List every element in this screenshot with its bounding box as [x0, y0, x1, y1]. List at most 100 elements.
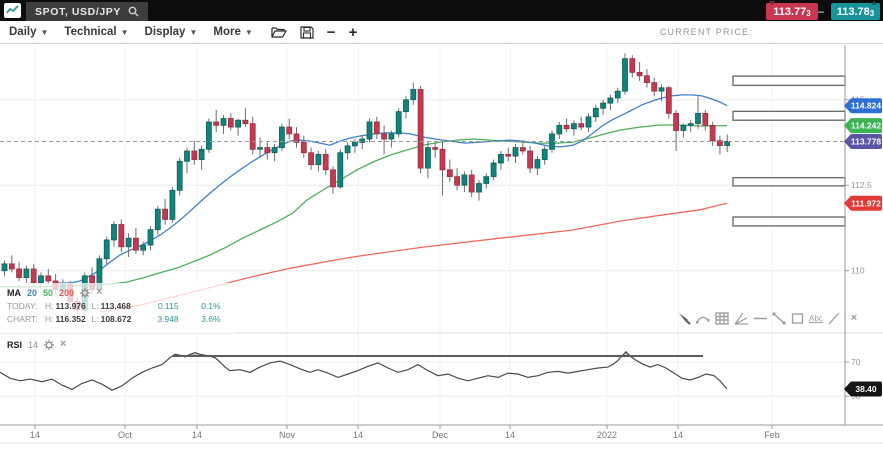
candlestick: [476, 183, 482, 193]
candlestick: [636, 71, 643, 77]
candlestick: [191, 150, 198, 160]
close-drawing-toolbar-icon[interactable]: ×: [850, 311, 858, 324]
fibonacci-fan-tool[interactable]: [734, 310, 749, 326]
candlestick: [30, 268, 37, 284]
horizontal-line-tool[interactable]: [754, 310, 767, 326]
today-change-pct: 0.1%: [201, 300, 221, 311]
price-tag: 38.40: [844, 381, 882, 397]
candlestick: [600, 102, 606, 109]
candlestick: [205, 121, 212, 150]
chevron-down-icon: ▼: [189, 27, 198, 37]
price-tag: 111.972: [844, 195, 882, 211]
diagonal-line-tool[interactable]: [828, 310, 840, 326]
menu-more[interactable]: More ▼: [213, 26, 253, 38]
open-folder-icon[interactable]: [271, 26, 287, 39]
ma-period-200: 200: [59, 287, 75, 298]
candlestick: [373, 121, 380, 135]
rsi-period: 14: [28, 339, 39, 350]
chart-app-icon: [4, 3, 21, 18]
svg-text:111.972: 111.972: [851, 198, 881, 208]
candlestick: [446, 169, 453, 178]
candlestick: [184, 150, 190, 162]
candlestick: [242, 119, 249, 125]
candlestick: [644, 75, 650, 84]
ask-price-badge[interactable]: 113.78 3: [831, 1, 880, 20]
trendline-tool[interactable]: [772, 310, 786, 326]
candlestick: [483, 176, 490, 184]
candlestick: [264, 147, 271, 154]
drawn-zone-rectangle[interactable]: [732, 75, 846, 87]
rsi-settings-gear-icon[interactable]: [44, 339, 55, 350]
ma-close-icon[interactable]: ×: [96, 286, 103, 298]
candlestick: [629, 58, 636, 73]
zoom-in-button[interactable]: +: [348, 23, 358, 41]
pointer-tool[interactable]: [678, 310, 691, 326]
bid-price-badge[interactable]: 113.77 3: [766, 1, 818, 20]
candlestick: [271, 147, 278, 154]
menu-daily[interactable]: Daily ▼: [9, 26, 49, 38]
candlestick: [293, 133, 300, 143]
candlestick: [8, 263, 15, 270]
candlestick: [497, 154, 504, 164]
rsi-overbought-fill: [622, 351, 630, 356]
candlestick: [257, 147, 263, 150]
candlestick: [16, 268, 23, 278]
candlestick: [585, 116, 592, 128]
candlestick: [607, 97, 614, 104]
drawn-zone-rectangle[interactable]: [732, 176, 846, 187]
rsi-line: [0, 350, 728, 391]
svg-text:114.824: 114.824: [851, 101, 882, 111]
price-tag: 114.242: [844, 118, 882, 134]
search-icon[interactable]: [128, 6, 139, 17]
candlestick: [490, 162, 497, 178]
candlestick: [344, 145, 351, 154]
candlestick: [578, 123, 585, 128]
save-icon[interactable]: [300, 25, 314, 39]
candlestick: [395, 111, 402, 135]
rectangle-tool[interactable]: [791, 310, 804, 326]
candlestick: [147, 229, 154, 246]
axis-tick-label: 14: [505, 430, 515, 440]
candlestick: [235, 119, 242, 128]
candlestick: [249, 123, 256, 150]
candlestick: [286, 126, 293, 135]
axis-tick-label: 14: [353, 430, 363, 440]
candlestick: [527, 150, 533, 169]
candlestick: [45, 275, 52, 282]
zoom-out-button[interactable]: −: [326, 23, 336, 41]
text-tool[interactable]: Abc: [809, 313, 823, 323]
minimize-button[interactable]: –: [817, 3, 824, 18]
candlestick: [658, 87, 665, 92]
candlestick: [468, 174, 475, 193]
axis-tick-label: 110: [851, 266, 865, 276]
candlestick: [439, 148, 446, 171]
candlestick: [505, 154, 512, 157]
toolbar-divider: [844, 312, 846, 324]
curve-tool[interactable]: [696, 310, 710, 326]
candlestick: [556, 124, 563, 135]
candlestick: [680, 124, 687, 131]
grid-tool[interactable]: [715, 310, 729, 326]
rsi-label: RSI: [7, 339, 23, 350]
candlestick: [651, 82, 658, 92]
candlestick: [111, 224, 117, 241]
candlestick: [169, 189, 176, 220]
ma-settings-gear-icon[interactable]: [80, 287, 91, 298]
today-change: 0.115: [157, 300, 179, 311]
candlestick: [410, 89, 417, 101]
chart-tab[interactable]: SPOT, USD/JPY: [26, 2, 148, 21]
menu-technical[interactable]: Technical ▼: [64, 26, 129, 38]
rsi-close-icon[interactable]: ×: [60, 338, 67, 350]
candlestick: [687, 123, 694, 126]
drawn-zone-rectangle[interactable]: [732, 110, 846, 121]
price-tag: 114.824: [844, 98, 882, 114]
candlestick: [381, 133, 388, 140]
candlestick: [198, 148, 205, 160]
candlestick: [388, 133, 395, 140]
today-low: 113.468: [100, 300, 131, 311]
rsi-pane: [0, 350, 728, 391]
menu-display[interactable]: Display ▼: [144, 26, 198, 38]
candlestick: [330, 169, 336, 188]
drawn-zone-rectangle[interactable]: [732, 216, 846, 227]
